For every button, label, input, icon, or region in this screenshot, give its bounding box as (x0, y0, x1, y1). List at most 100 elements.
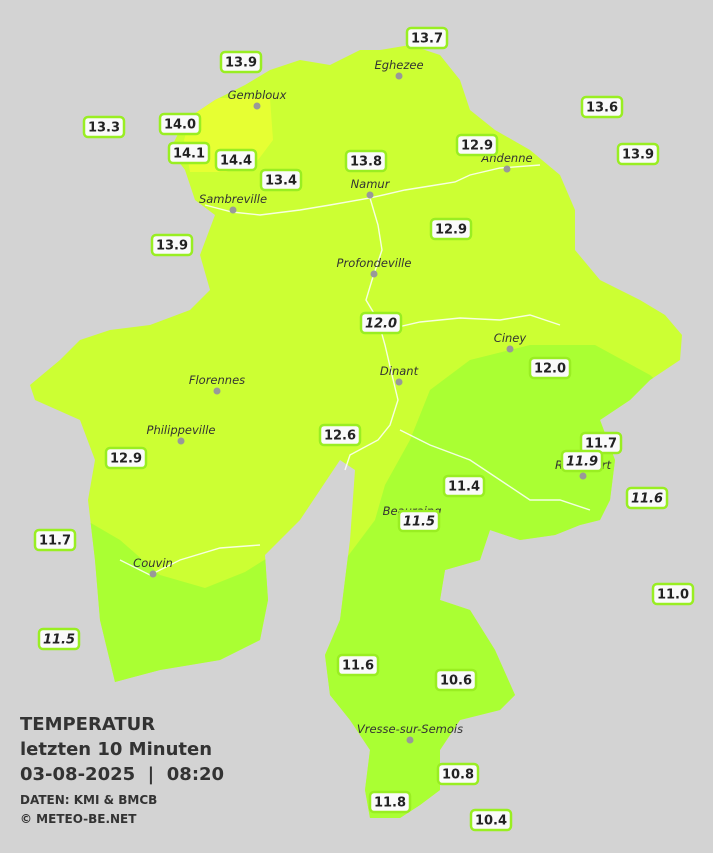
place-label: Vresse-sur-Semois (357, 722, 463, 736)
station-box (397, 509, 441, 533)
river (344, 197, 399, 471)
place-dot (406, 736, 414, 744)
station-temperature: 13.8 (350, 155, 382, 170)
station-box (434, 668, 478, 692)
station-temperature: 10.8 (442, 768, 474, 783)
station: 12.6 (318, 423, 362, 447)
station: 11.5 (397, 509, 441, 533)
station: 11.4 (442, 474, 486, 498)
place-dot (370, 270, 378, 278)
station-temperature: 13.9 (156, 239, 188, 254)
station-box (167, 141, 211, 165)
station: 13.9 (150, 233, 194, 257)
place-dot (213, 387, 221, 395)
station-temperature: 13.9 (622, 148, 654, 163)
place-dot (503, 165, 511, 173)
legend-datetime: 03-08-2025 | 08:20 (20, 764, 224, 785)
place-label: Philippeville (147, 423, 216, 437)
station-temperature: 12.9 (110, 452, 142, 467)
station-box (616, 142, 660, 166)
place-dot (506, 345, 514, 353)
place-label: Namur (351, 177, 391, 191)
station-temperature: 13.6 (586, 101, 618, 116)
station-box (158, 112, 202, 136)
station-box (469, 808, 513, 832)
place-label: Profondeville (337, 256, 412, 270)
place-dot (395, 378, 403, 386)
legend: TEMPERATUR letzten 10 Minuten 03-08-2025… (20, 714, 224, 826)
station-temperature: 11.7 (585, 437, 617, 452)
station-box (359, 311, 403, 335)
rivers (119, 164, 591, 576)
station-box (442, 474, 486, 498)
station: 13.4 (259, 168, 303, 192)
station-box (82, 115, 126, 139)
place-dot (177, 437, 185, 445)
place-label: Couvin (133, 556, 173, 570)
station-box (336, 653, 380, 677)
station-temperature: 11.6 (631, 492, 663, 507)
zone-warm-southwest (60, 505, 290, 700)
station-temperature: 14.4 (220, 154, 252, 169)
legend-title: TEMPERATUR (20, 714, 155, 735)
station-box (318, 423, 362, 447)
place-label: Sambreville (199, 192, 267, 206)
station-box (368, 790, 412, 814)
station: 14.1 (167, 141, 211, 165)
station: 13.6 (580, 95, 624, 119)
station-temperature: 11.9 (566, 455, 598, 470)
station: 11.6 (336, 653, 380, 677)
station-box (455, 133, 499, 157)
station: 10.4 (469, 808, 513, 832)
station-temperature: 11.0 (657, 588, 689, 603)
station-box (33, 528, 77, 552)
station-box (625, 486, 669, 510)
place-dot (366, 191, 374, 199)
place-dot (229, 206, 237, 214)
station: 11.6 (625, 486, 669, 510)
station-temperature: 10.6 (440, 674, 472, 689)
places: EghezeeGemblouxAndenneNamurSambrevillePr… (133, 58, 612, 744)
station: 14.0 (158, 112, 202, 136)
place-label: Florennes (189, 373, 245, 387)
station-temperature: 11.6 (342, 659, 374, 674)
station: 13.7 (405, 26, 449, 50)
station: 11.5 (37, 627, 81, 651)
place-label: Eghezee (374, 58, 423, 72)
station-box (219, 50, 263, 74)
station-temperature: 10.4 (475, 814, 507, 829)
station-temperature: 13.9 (225, 56, 257, 71)
station-temperature: 11.8 (374, 796, 406, 811)
place-dot (579, 472, 587, 480)
station-temperature: 13.3 (88, 121, 120, 136)
station: 11.0 (651, 582, 695, 606)
place-label: Gembloux (228, 88, 287, 102)
station-temperature: 12.0 (365, 317, 397, 332)
river (204, 164, 541, 216)
station: 12.0 (359, 311, 403, 335)
place-dot (395, 72, 403, 80)
river (119, 544, 261, 576)
station: 11.9 (560, 449, 604, 473)
station-box (104, 446, 148, 470)
station-temperature: 13.4 (265, 174, 297, 189)
station-box (259, 168, 303, 192)
station-temperature: 12.9 (435, 223, 467, 238)
place-dot (253, 102, 261, 110)
station-box (528, 356, 572, 380)
legend-period: letzten 10 Minuten (20, 739, 212, 760)
station-temperature: 12.6 (324, 429, 356, 444)
stations: 13.7 13.9 13.6 13.3 14.0 12.9 13.9 14.1 14.4 13.8… (33, 26, 695, 832)
station: 13.3 (82, 115, 126, 139)
station: 12.9 (455, 133, 499, 157)
station-box (37, 627, 81, 651)
station-box (560, 449, 604, 473)
legend-source: DATEN: KMI & BMCB (20, 793, 157, 807)
station-temperature: 11.5 (43, 633, 75, 648)
station: 10.6 (434, 668, 478, 692)
station: 12.0 (528, 356, 572, 380)
station: 12.9 (429, 217, 473, 241)
station-box (405, 26, 449, 50)
station-box (429, 217, 473, 241)
